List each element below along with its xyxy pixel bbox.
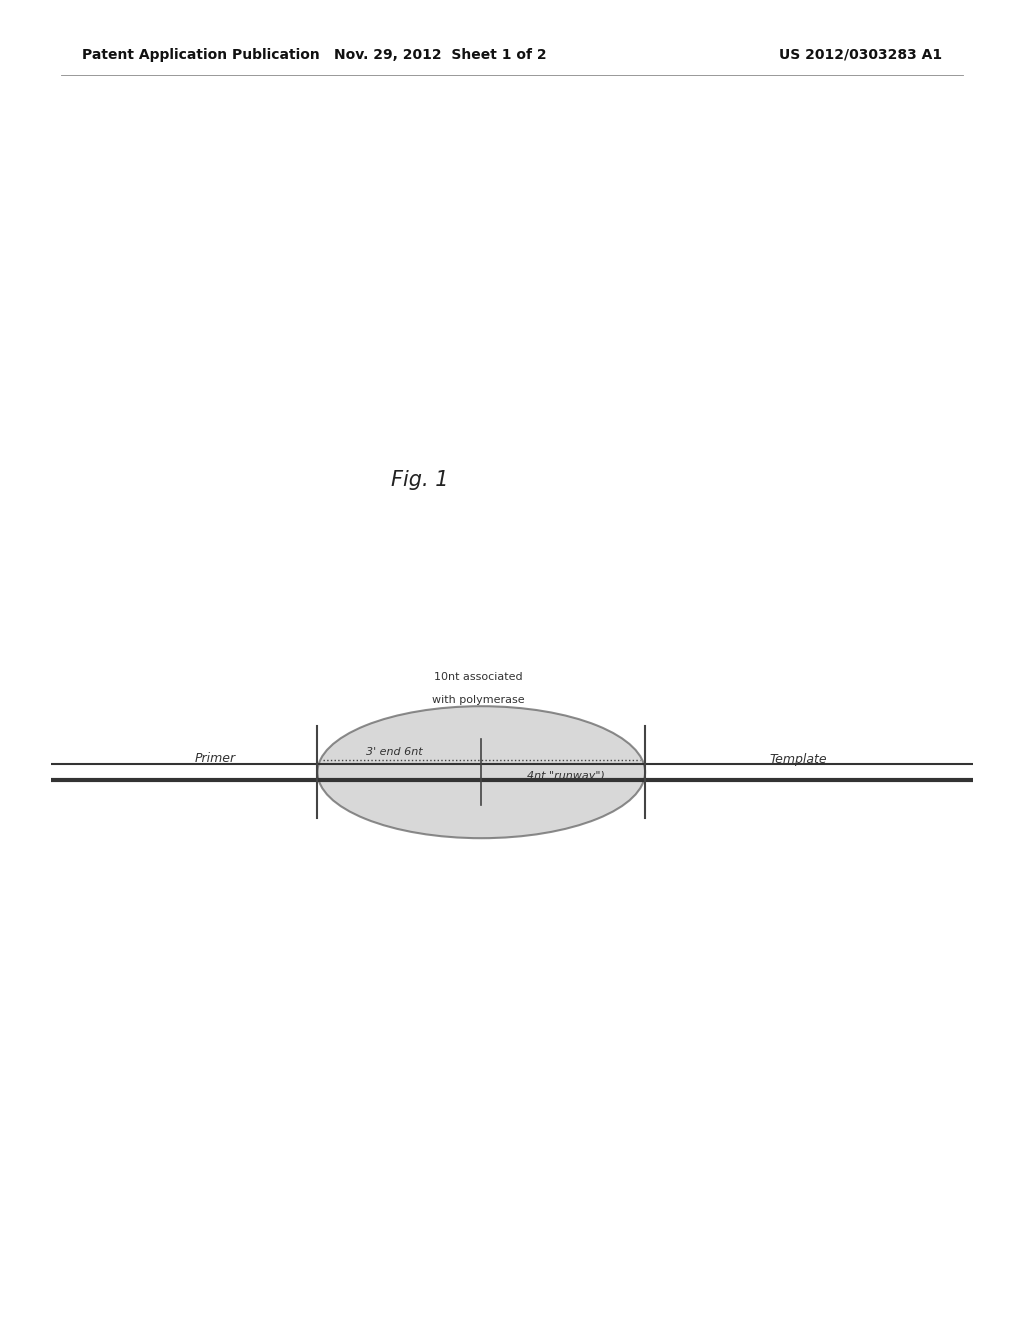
Text: 3' end 6nt: 3' end 6nt — [366, 747, 423, 758]
Text: Patent Application Publication: Patent Application Publication — [82, 48, 319, 62]
Text: Fig. 1: Fig. 1 — [391, 470, 449, 490]
Ellipse shape — [317, 706, 645, 838]
Text: 4nt "runway"): 4nt "runway") — [527, 771, 605, 781]
Text: 10nt associated: 10nt associated — [434, 672, 522, 682]
Text: Template: Template — [770, 752, 827, 766]
Text: US 2012/0303283 A1: US 2012/0303283 A1 — [779, 48, 942, 62]
Text: Nov. 29, 2012  Sheet 1 of 2: Nov. 29, 2012 Sheet 1 of 2 — [334, 48, 547, 62]
Text: with polymerase: with polymerase — [432, 694, 524, 705]
Text: Primer: Primer — [195, 752, 236, 766]
